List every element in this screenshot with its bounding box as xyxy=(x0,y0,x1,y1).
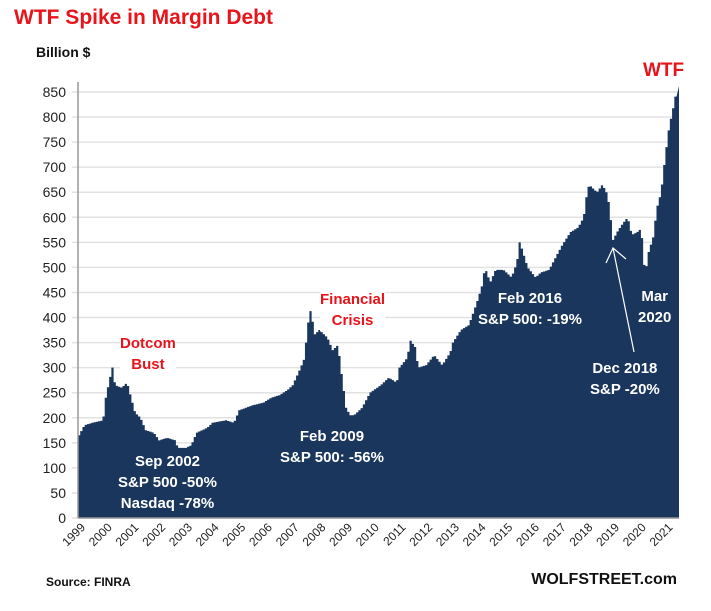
y-tick-label: 150 xyxy=(43,435,67,451)
x-tick-label: 2016 xyxy=(513,520,542,549)
x-tick-label: 2013 xyxy=(433,520,462,549)
y-tick-label: 750 xyxy=(43,134,67,150)
x-tick-label: 2014 xyxy=(460,520,489,549)
annotation-sep2002: Sep 2002 S&P 500 -50% Nasdaq -78% xyxy=(118,453,217,512)
x-tick-label: 2001 xyxy=(113,520,142,549)
annotation-mar2020: Mar 2020 xyxy=(638,288,672,326)
x-tick-label: 2011 xyxy=(380,520,408,548)
y-tick-label: 300 xyxy=(43,360,67,376)
y-tick-label: 500 xyxy=(43,259,67,275)
y-tick-label: 350 xyxy=(43,335,67,351)
x-tick-label: 2020 xyxy=(620,520,649,549)
x-tick-label: 2000 xyxy=(86,520,115,549)
x-tick-label: 2005 xyxy=(220,520,249,549)
x-tick-label: 2012 xyxy=(406,520,435,549)
y-tick-label: 550 xyxy=(43,234,67,250)
annotation-financial-crisis: Financial Crisis xyxy=(320,289,386,331)
x-tick-label: 2017 xyxy=(540,520,569,549)
margin-debt-area xyxy=(78,85,679,518)
arrowhead-icon xyxy=(605,247,627,264)
y-tick-label: 850 xyxy=(43,84,67,100)
annotation-dec2018: Dec 2018 S&P -20% xyxy=(590,360,660,398)
y-tick-label: 600 xyxy=(43,209,67,225)
annotation-dotcom: Dotcom Bust xyxy=(120,333,176,375)
x-tick-label: 2009 xyxy=(326,520,355,549)
y-tick-label: 700 xyxy=(43,159,67,175)
chart-title: WTF Spike in Margin Debt xyxy=(14,6,274,29)
annotation-feb2016: Feb 2016 S&P 500: -19% xyxy=(478,290,582,328)
y-tick-label: 400 xyxy=(43,310,67,326)
x-tick-label: 2006 xyxy=(246,520,275,549)
x-tick-label: 2004 xyxy=(193,520,222,549)
y-axis-label: Billion $ xyxy=(36,44,91,60)
annotation-feb2009: Feb 2009 S&P 500: -56% xyxy=(280,428,384,466)
y-tick-label: 0 xyxy=(58,510,66,526)
x-tick-label: 2003 xyxy=(166,520,195,549)
annotation-wtf: WTF xyxy=(643,60,685,81)
x-tick-label: 2021 xyxy=(647,520,676,549)
x-tick-label: 2008 xyxy=(300,520,329,549)
dec2018-arrow xyxy=(612,247,635,353)
y-tick-label: 200 xyxy=(43,410,67,426)
x-tick-label: 2019 xyxy=(593,520,622,549)
x-tick-label: 2018 xyxy=(567,520,596,549)
y-tick-label: 50 xyxy=(50,485,66,501)
y-tick-label: 100 xyxy=(43,460,67,476)
y-tick-label: 800 xyxy=(43,109,67,125)
x-tick-label: 2010 xyxy=(353,520,382,549)
brand-logo: WOLFSTREET.com xyxy=(531,571,677,588)
y-tick-label: 450 xyxy=(43,284,67,300)
source-note: Source: FINRA xyxy=(46,575,131,589)
x-tick-label: 2015 xyxy=(487,520,516,549)
x-tick-label: 2007 xyxy=(273,520,302,549)
y-tick-label: 250 xyxy=(43,385,67,401)
y-tick-label: 650 xyxy=(43,184,67,200)
x-tick-label: 2002 xyxy=(139,520,168,549)
